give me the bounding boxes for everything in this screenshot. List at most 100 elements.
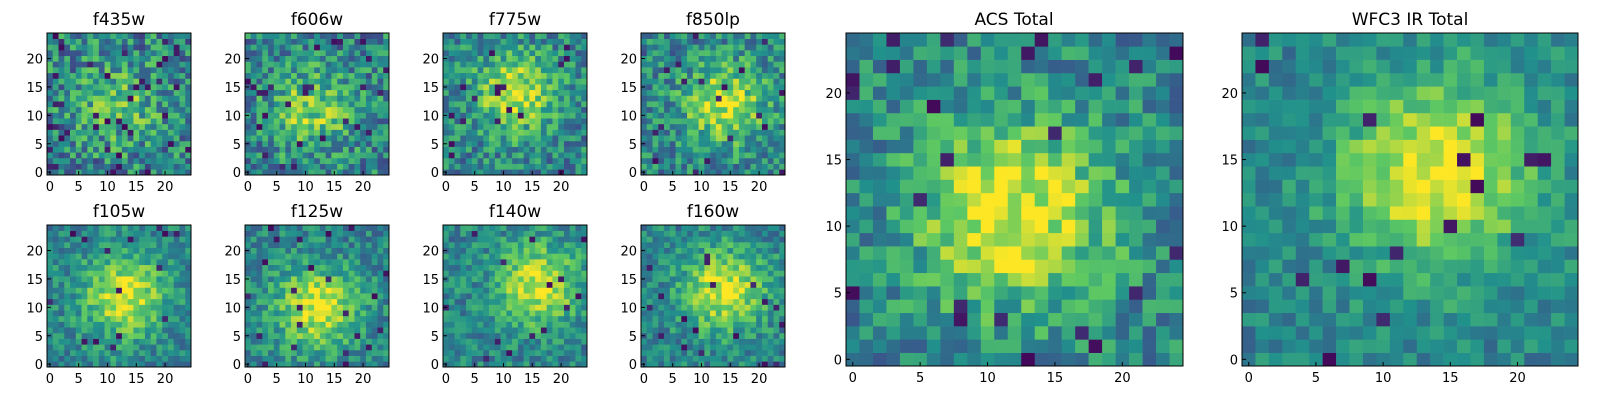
heatmap-cell bbox=[715, 287, 722, 294]
heatmap-cell bbox=[563, 84, 571, 91]
heatmap-cell bbox=[721, 310, 728, 317]
heatmap-cell bbox=[308, 61, 315, 68]
heatmap-cell bbox=[291, 270, 298, 277]
plot-frame bbox=[442, 32, 588, 176]
heatmap-cell bbox=[466, 33, 473, 39]
heatmap-cell bbox=[179, 270, 186, 277]
heatmap-cell bbox=[443, 310, 450, 317]
heatmap-cell bbox=[139, 33, 146, 39]
heatmap-cell bbox=[58, 287, 65, 294]
heatmap-cell bbox=[646, 152, 653, 159]
heatmap-cell bbox=[173, 304, 180, 311]
heatmap-cell bbox=[127, 61, 134, 68]
heatmap-cell bbox=[540, 281, 547, 288]
heatmap-cell bbox=[262, 55, 269, 62]
heatmap-cell bbox=[47, 310, 54, 317]
heatmap-cell bbox=[268, 338, 275, 345]
x-tick-label: 5 bbox=[471, 372, 479, 387]
heatmap-cell bbox=[563, 344, 571, 351]
heatmap-cell bbox=[262, 72, 269, 79]
heatmap-cell bbox=[756, 135, 763, 142]
heatmap-cell bbox=[64, 101, 71, 108]
heatmap-cell bbox=[150, 55, 157, 62]
heatmap-cell bbox=[558, 310, 565, 317]
heatmap-cell bbox=[517, 264, 524, 271]
heatmap-cell bbox=[279, 270, 286, 277]
heatmap-cell bbox=[443, 135, 450, 142]
heatmap-cell bbox=[256, 225, 263, 231]
heatmap-cell bbox=[664, 89, 671, 96]
heatmap-cell bbox=[546, 163, 553, 170]
heatmap-cell bbox=[489, 50, 496, 57]
heatmap-cell bbox=[733, 61, 740, 68]
heatmap-cell bbox=[47, 344, 54, 351]
heatmap-cell bbox=[715, 38, 722, 45]
heatmap-cell bbox=[454, 361, 461, 368]
heatmap-cell bbox=[285, 225, 292, 231]
heatmap-cell bbox=[552, 236, 559, 243]
heatmap-cell bbox=[641, 38, 648, 45]
heatmap-cell bbox=[64, 247, 71, 254]
heatmap-cell bbox=[448, 152, 455, 159]
heatmap-cell bbox=[483, 123, 490, 130]
heatmap-cell bbox=[669, 89, 676, 96]
heatmap-cell bbox=[47, 287, 54, 294]
heatmap-cell bbox=[167, 55, 175, 62]
heatmap-cell bbox=[139, 50, 146, 57]
heatmap-cell bbox=[162, 304, 169, 311]
heatmap-cell bbox=[738, 157, 745, 164]
heatmap-cell bbox=[523, 361, 530, 368]
heatmap-cell bbox=[569, 89, 576, 96]
heatmap-cell bbox=[285, 33, 292, 39]
heatmap-cell bbox=[744, 38, 751, 45]
heatmap-cell bbox=[506, 169, 513, 176]
heatmap-cell bbox=[540, 146, 547, 153]
heatmap-cell bbox=[779, 146, 786, 153]
heatmap-cell bbox=[47, 123, 54, 130]
heatmap-cell bbox=[710, 106, 717, 113]
heatmap-cell bbox=[563, 38, 571, 45]
heatmap-cell bbox=[156, 157, 163, 164]
heatmap-cell bbox=[296, 298, 303, 305]
heatmap-cell bbox=[546, 101, 553, 108]
heatmap-cell bbox=[669, 327, 676, 334]
heatmap-cell bbox=[262, 84, 269, 91]
heatmap-cell bbox=[279, 118, 286, 125]
heatmap-cell bbox=[245, 129, 252, 136]
heatmap-cell bbox=[471, 253, 478, 260]
heatmap-cell bbox=[443, 315, 450, 322]
heatmap-cell bbox=[262, 242, 269, 249]
heatmap-cell bbox=[110, 61, 117, 68]
heatmap-cell bbox=[162, 89, 169, 96]
heatmap-cell bbox=[58, 140, 65, 147]
heatmap-cell bbox=[500, 123, 507, 130]
heatmap-cell bbox=[652, 72, 659, 79]
heatmap-cell bbox=[575, 44, 582, 51]
heatmap-cell bbox=[558, 50, 565, 57]
heatmap-cell bbox=[342, 327, 349, 334]
heatmap-cell bbox=[733, 264, 740, 271]
heatmap-cell bbox=[460, 50, 467, 57]
heatmap-cell bbox=[517, 135, 524, 142]
heatmap-cell bbox=[291, 89, 298, 96]
heatmap-cell bbox=[185, 276, 192, 283]
heatmap-cell bbox=[552, 259, 559, 266]
heatmap-cell bbox=[761, 146, 769, 153]
heatmap-cell bbox=[483, 259, 490, 266]
heatmap-cell bbox=[348, 78, 355, 85]
heatmap-cell bbox=[250, 349, 257, 356]
heatmap-cell bbox=[552, 140, 559, 147]
heatmap-cell bbox=[471, 33, 478, 39]
heatmap-cell bbox=[93, 344, 100, 351]
heatmap-cell bbox=[506, 287, 513, 294]
heatmap-cell bbox=[296, 253, 303, 260]
heatmap-cell bbox=[279, 264, 286, 271]
heatmap-cell bbox=[552, 355, 559, 362]
heatmap-cell bbox=[371, 304, 378, 311]
x-tick-label: 0 bbox=[442, 372, 450, 387]
heatmap-cell bbox=[296, 327, 303, 334]
heatmap-cell bbox=[546, 310, 553, 317]
heatmap-cell bbox=[540, 321, 547, 328]
heatmap-cell bbox=[523, 355, 530, 362]
heatmap-cell bbox=[342, 157, 349, 164]
